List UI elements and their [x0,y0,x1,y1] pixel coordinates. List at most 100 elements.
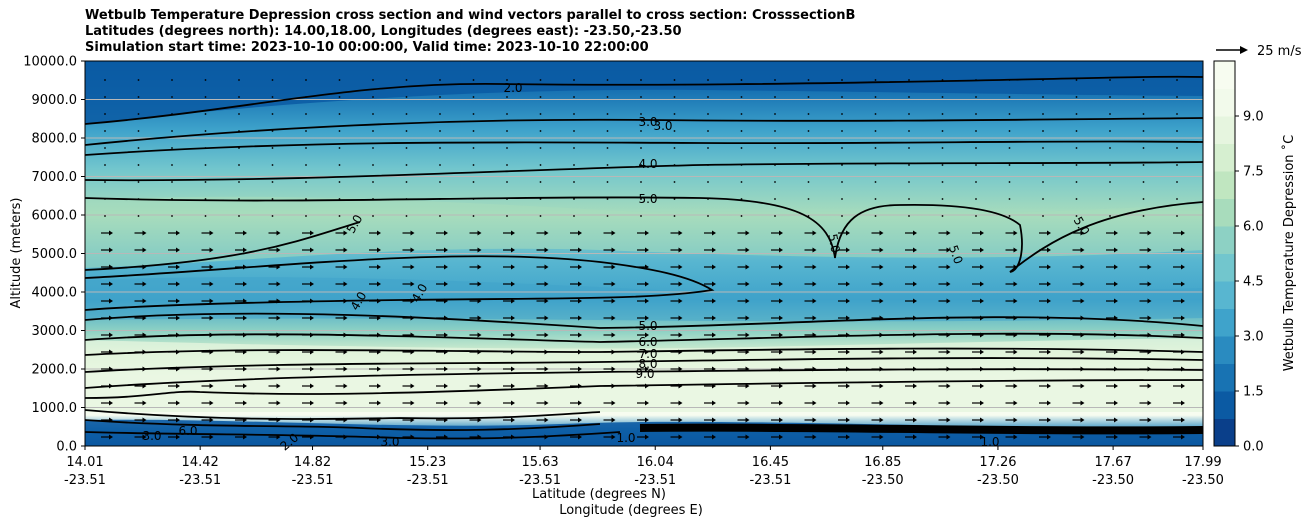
wind-vector [941,113,944,115]
wind-vector-head [1080,417,1085,423]
wind-vector [841,79,843,81]
wind-vector-head [310,434,314,440]
wind-vector-head [879,298,884,304]
wind-vector-head [377,349,381,355]
contour-label: 4.0 [638,157,657,171]
wind-vector-head [879,383,884,389]
wind-vector [807,130,810,132]
wind-vector [439,164,441,166]
wind-vector [238,130,240,132]
wind-vector-head [745,298,750,304]
wind-vector [908,130,910,132]
wind-vector [1075,164,1078,166]
wind-vector-head [511,315,515,321]
wind-vector-head [1013,281,1018,287]
wind-vector-head [980,298,984,304]
wind-vector [640,181,642,183]
wind-vector-head [310,383,314,389]
wind-vector [204,113,207,115]
contour-label: 5.0 [638,319,657,333]
wind-vector [1142,113,1145,115]
wind-vector [1109,79,1111,81]
wind-vector-head [946,434,951,440]
colorbar-tick-label: 0.0 [1243,440,1264,455]
wind-vector-head [812,434,817,440]
wind-vector-head [879,264,884,270]
wind-vector-head [477,400,482,406]
wind-vector [841,113,843,115]
wind-vector [975,198,977,200]
y-tick-label: 4000.0 [32,286,78,301]
wind-vector-head [678,281,683,287]
wind-vector-head [109,298,113,304]
y-tick-label: 0.0 [56,440,77,455]
wind-vector-head [410,349,415,355]
wetbulb-depression-field [85,61,1203,446]
wind-vector [104,215,106,217]
wind-vector-head [913,332,917,338]
wind-vector [841,96,843,98]
wind-vector [874,198,877,200]
wind-vector-head [544,298,549,304]
wind-vector-head [511,230,515,236]
wind-vector-head [544,349,549,355]
wind-vector-head [712,417,716,423]
contour-line [85,419,601,431]
wind-vector [707,79,709,81]
x-tick-label-lon: -23.51 [292,473,334,488]
wind-vector [372,147,374,149]
wind-vector [506,181,508,183]
wind-vector [439,147,441,149]
wind-vector-head [1181,281,1185,287]
wind-vector-head [745,315,750,321]
wind-vector-head [1181,230,1185,236]
wind-vector-head [1181,349,1185,355]
y-tick-label: 1000.0 [32,401,78,416]
wind-vector [137,113,140,115]
wind-vector-head [578,417,582,423]
wind-vector-head [779,264,783,270]
wind-vector [1109,164,1111,166]
wind-vector-head [377,247,381,253]
wind-vector [1075,215,1078,217]
colorbar-segment [1214,88,1235,117]
wind-vector-head [980,264,984,270]
wind-vector-head [176,349,180,355]
wind-vector-head [578,349,582,355]
wind-vector-head [209,264,214,270]
wind-vector [707,198,709,200]
wind-vector [640,198,642,200]
wind-vector [1008,181,1011,183]
wind-vector [807,181,810,183]
wind-vector-head [310,400,314,406]
wind-vector-head [1147,417,1152,423]
wind-vectors [101,79,1185,440]
wind-vector-head [645,247,649,253]
contour-label: 3.0 [142,429,161,443]
wind-vector [1008,96,1011,98]
contour-line [85,196,1203,273]
wind-vector [338,164,341,166]
wind-vector [104,130,106,132]
wind-vector-head [946,417,951,423]
wind-vector-head [1013,230,1018,236]
y-tick-label: 6000.0 [32,209,78,224]
wind-vector-head [176,383,180,389]
wind-vector [908,113,910,115]
wind-vector [439,130,441,132]
wind-vector-head [243,366,247,372]
wind-vector [506,130,508,132]
wind-vector-head [1013,247,1018,253]
wind-vector [472,113,475,115]
contour-label: 8.0 [638,357,657,371]
wind-vector-head [310,247,314,253]
wind-vector [975,147,977,149]
wind-vector-head [511,281,515,287]
wind-vector-head [1181,400,1185,406]
wind-vector-head [611,434,616,440]
field-patch-top-dark [85,61,1203,124]
wind-vector-head [1080,349,1085,355]
wind-vector-head [812,247,817,253]
wind-vector-head [209,383,214,389]
wind-vector-head [1114,247,1118,253]
